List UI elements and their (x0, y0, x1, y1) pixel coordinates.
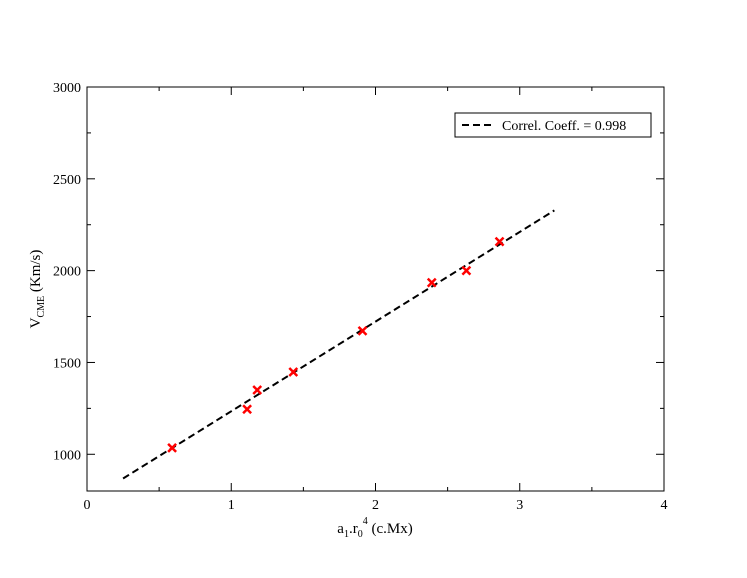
plot-frame (86, 86, 665, 492)
data-point-stroke (167, 442, 177, 453)
fit-line (122, 209, 555, 480)
x-axis-label: a1.r04 (c.Mx) (337, 516, 412, 540)
data-point (461, 265, 472, 276)
legend: Correl. Coeff. = 0.998 (454, 112, 652, 138)
y-tick-label: 2500 (53, 173, 81, 188)
y-tick-label: 3000 (53, 81, 81, 96)
y-tick-label: 1000 (53, 448, 81, 463)
y-axis-label: VCME (Km/s) (28, 250, 47, 329)
data-markers (167, 236, 505, 453)
data-point-stroke (252, 385, 263, 395)
data-point-stroke (288, 367, 299, 377)
data-point (167, 442, 177, 453)
legend-label: Correl. Coeff. = 0.998 (502, 119, 626, 134)
x-tick-label: 1 (228, 498, 235, 513)
data-point-stroke (494, 236, 505, 247)
tick-labels: 0 1 2 3 4 1000 1500 2000 2500 3000 (53, 81, 668, 513)
data-point-stroke (357, 325, 368, 336)
fit-line-group (122, 209, 555, 480)
x-tick-label: 4 (661, 498, 668, 513)
y-tick-label: 2000 (53, 265, 81, 280)
x-tick-label: 2 (372, 498, 379, 513)
data-point-stroke (426, 277, 437, 288)
data-point (242, 404, 253, 415)
data-point (288, 367, 299, 377)
x-tick-label: 0 (84, 498, 91, 513)
data-point (252, 385, 263, 395)
data-point-stroke (242, 404, 253, 415)
data-point-stroke (461, 265, 472, 276)
y-tick-label: 1500 (53, 356, 81, 371)
data-point (494, 236, 505, 247)
data-point (426, 277, 437, 288)
data-point (357, 325, 368, 336)
axis-ticks (86, 86, 665, 491)
x-tick-label: 3 (516, 498, 523, 513)
